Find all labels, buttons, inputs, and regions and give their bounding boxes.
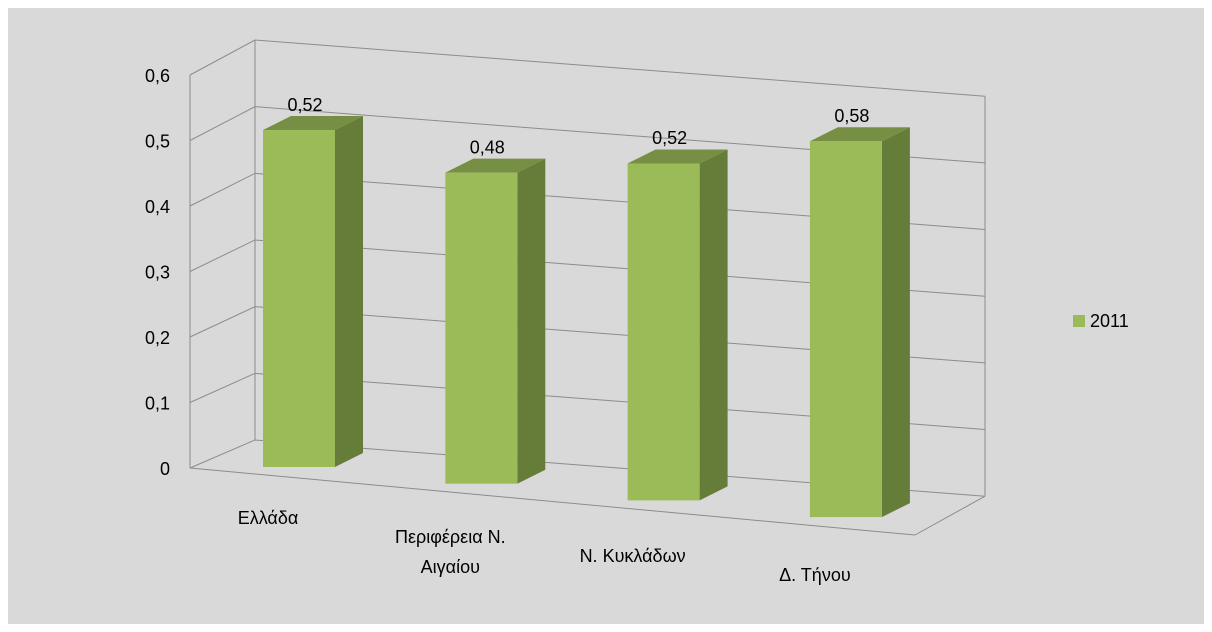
bar: [445, 172, 518, 484]
chart-area: [8, 8, 1204, 624]
bar-side: [517, 158, 546, 484]
legend-swatch: [1073, 315, 1085, 327]
y-tick-label: 0,4: [145, 197, 170, 217]
x-tick-label: Ν. Κυκλάδων: [579, 546, 686, 566]
grid-line: [189, 106, 986, 164]
y-tick-label: 0,6: [145, 66, 170, 86]
legend-label: 2011: [1090, 311, 1129, 331]
bar: [263, 130, 335, 468]
bar: [627, 163, 700, 501]
bar-side: [699, 149, 728, 501]
grid-line: [189, 172, 986, 231]
grid-line: [189, 439, 986, 497]
y-tick-label: 0,2: [145, 328, 170, 348]
bar-top: [263, 116, 363, 131]
data-label: 0,52: [652, 128, 687, 148]
bar-side: [881, 127, 910, 518]
x-tick-label: Δ. Τήνου: [779, 565, 851, 585]
floor-right-edge: [914, 495, 986, 536]
y-tick-label: 0,1: [145, 393, 170, 413]
y-tick-label: 0,5: [145, 131, 170, 151]
bar-top: [627, 149, 728, 164]
grid-line: [189, 372, 986, 431]
bar: [809, 141, 882, 518]
x-tick-label: Περιφέρεια Ν. Αιγαίου: [394, 527, 506, 577]
data-label: 0,58: [834, 106, 869, 126]
grid-line: [189, 239, 986, 297]
y-tick-label: 0,3: [145, 262, 170, 282]
bar-top: [445, 158, 546, 173]
data-label: 0,48: [470, 137, 505, 157]
grid-line: [189, 306, 986, 364]
data-label: 0,52: [287, 95, 322, 115]
grid-line: [189, 39, 986, 97]
bar-top: [809, 127, 910, 142]
floor-front-edge: [189, 467, 916, 536]
y-tick-label: 0: [160, 459, 170, 479]
bar-side: [335, 116, 363, 467]
x-tick-label: Ελλάδα: [237, 508, 299, 528]
